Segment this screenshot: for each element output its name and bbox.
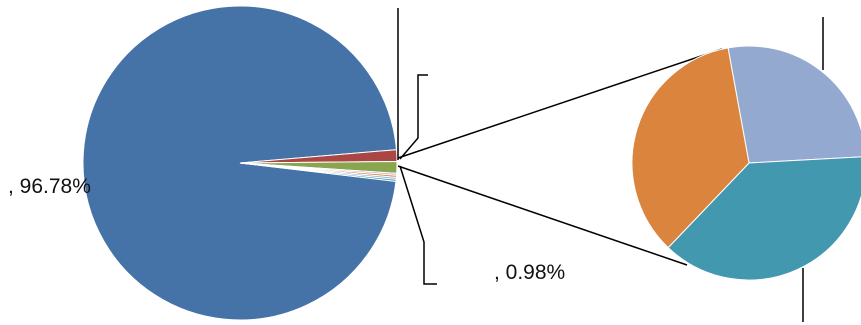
connector-line-bottom: [397, 165, 688, 266]
label-leader-lines: [397, 8, 824, 322]
main-pie-slice-6: [239, 162, 397, 182]
callout-data-label: , 0.98%: [494, 261, 565, 284]
main-slice-data-label: , 96.78%: [8, 175, 91, 198]
secondary-pie-slice-1: [667, 156, 861, 281]
pie-connector-lines: [397, 48, 723, 266]
secondary-pie-slice-0: [727, 45, 861, 164]
main-pie: [82, 5, 398, 321]
secondary-pie: [631, 45, 861, 281]
connector-line-top: [397, 48, 723, 159]
secondary-pie-slice-2: [631, 47, 750, 249]
leader-line-upper: [399, 74, 428, 160]
leader-line-lower: [399, 165, 437, 285]
main-pie-slice-0: [82, 5, 397, 321]
